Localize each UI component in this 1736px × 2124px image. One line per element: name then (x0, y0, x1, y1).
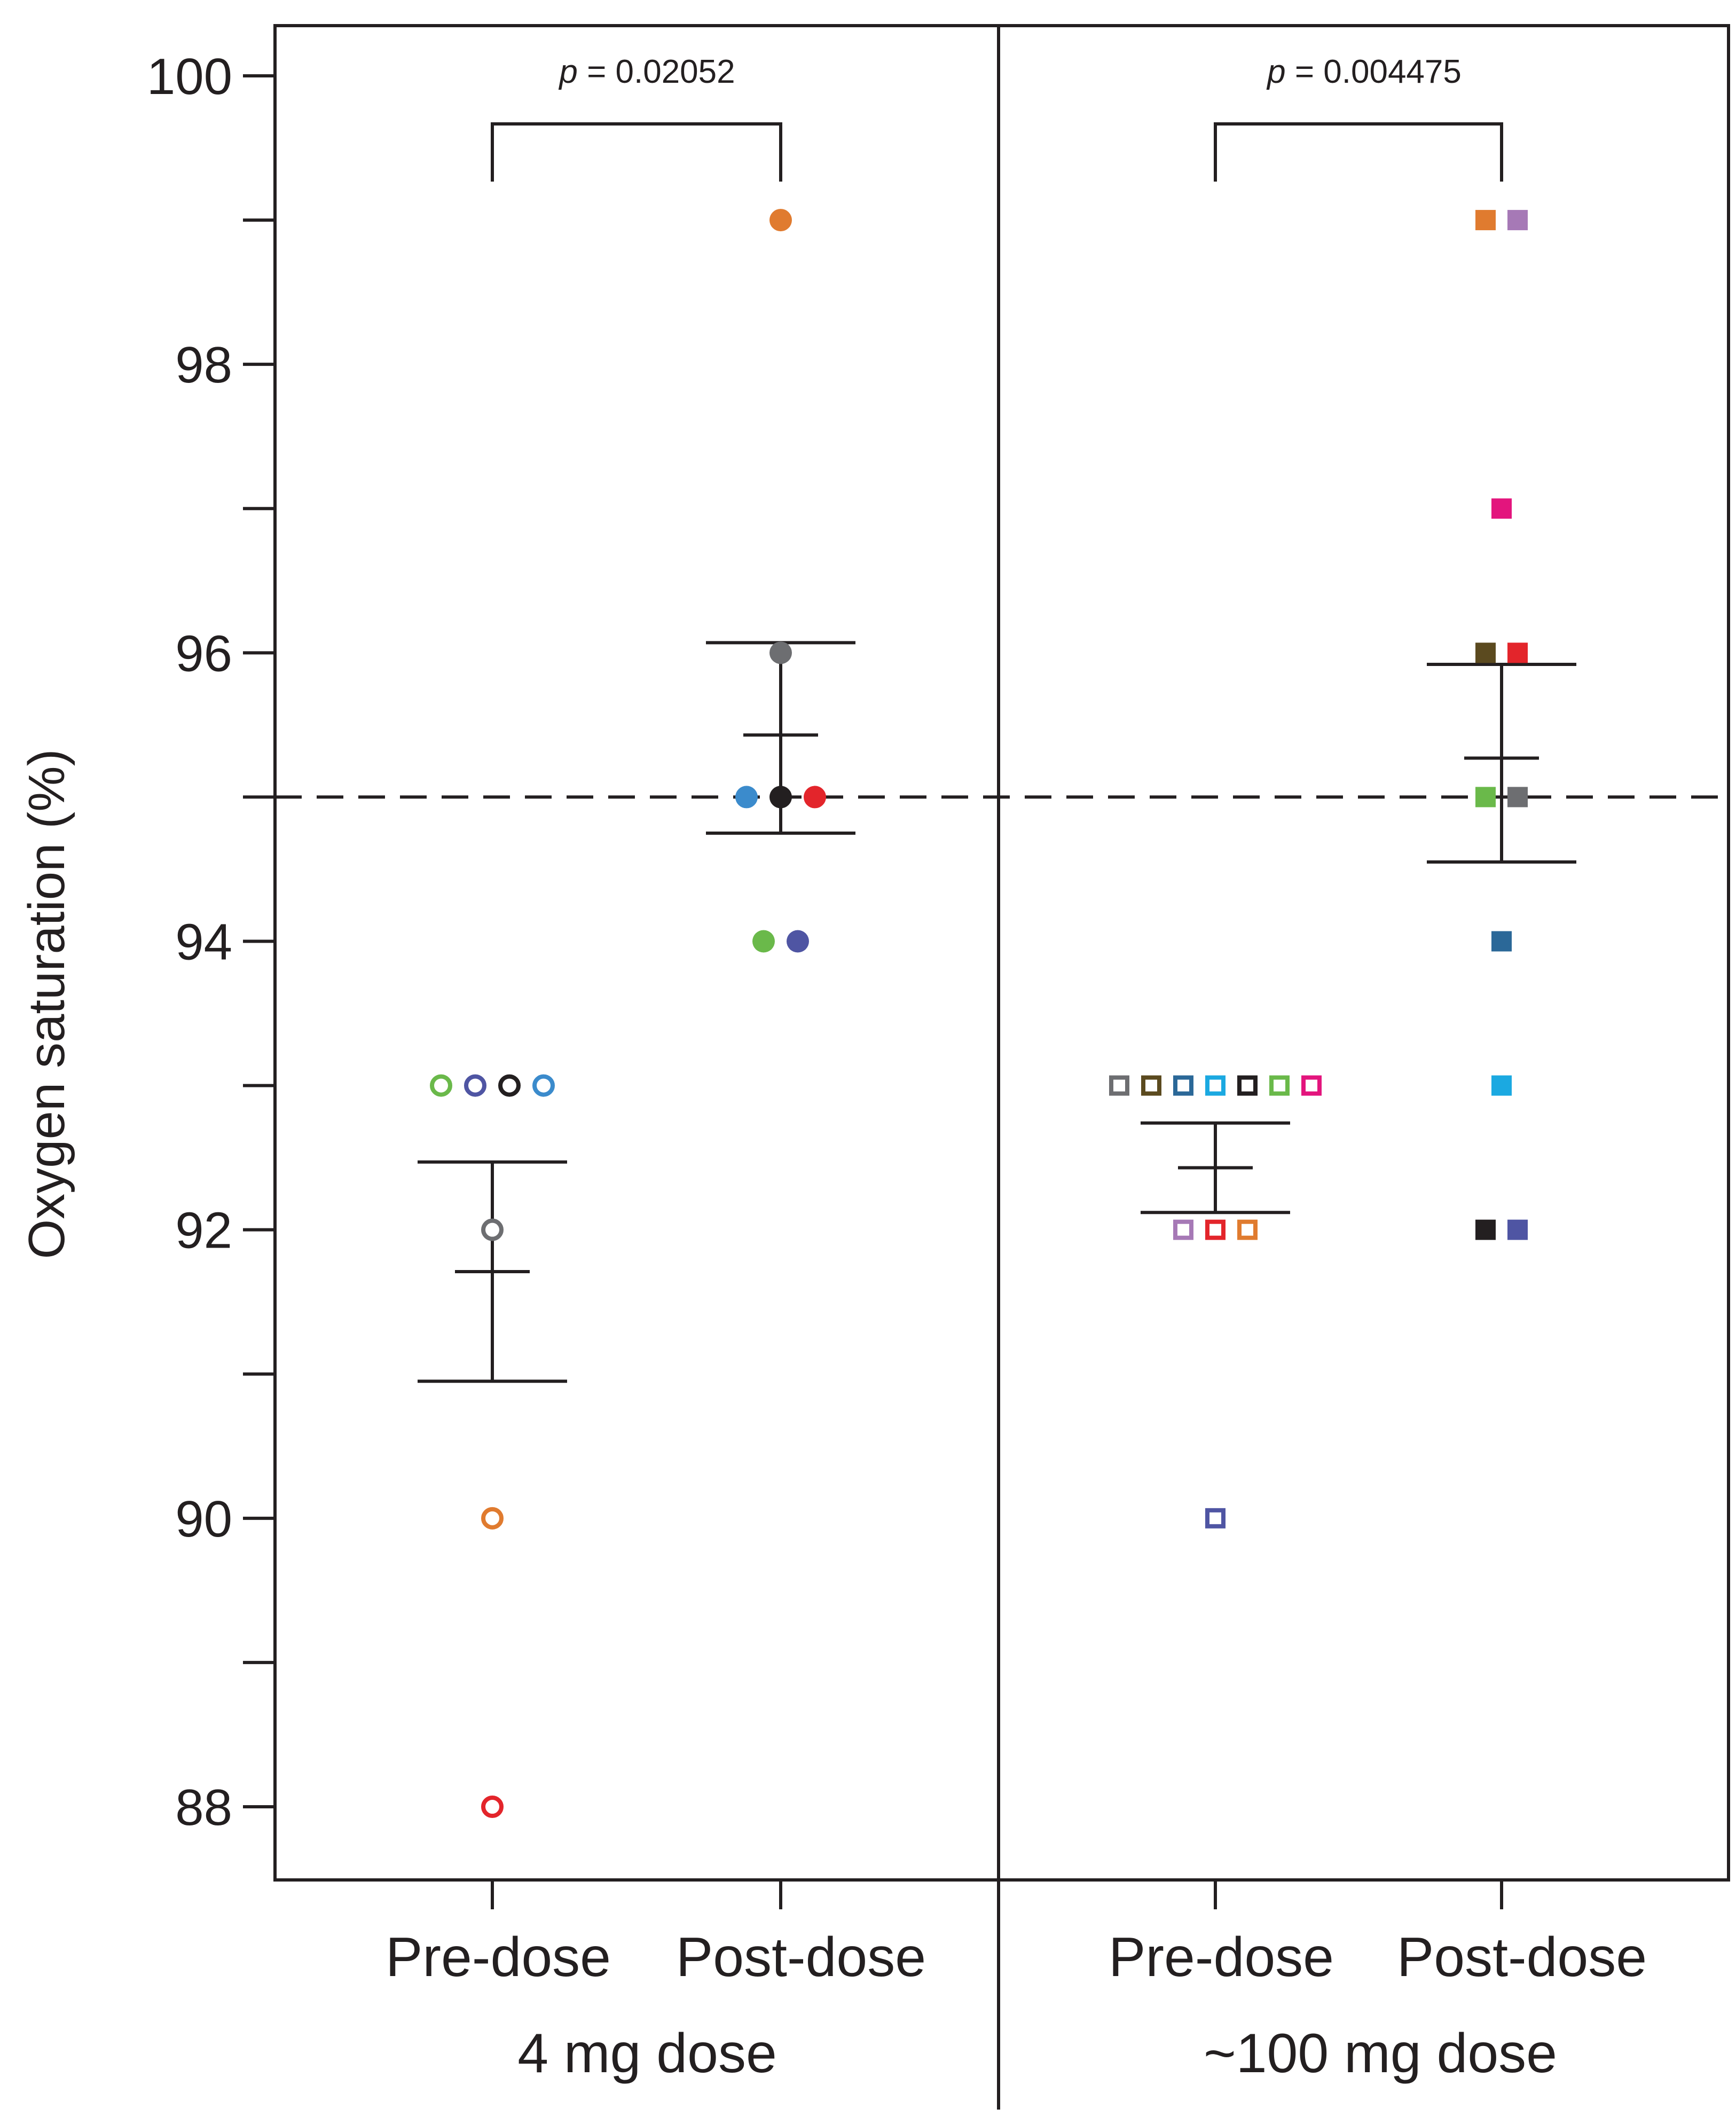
data-point (430, 1074, 452, 1097)
data-point (481, 1507, 504, 1530)
p-value-symbol: p (1266, 53, 1285, 90)
data-point (1475, 210, 1496, 231)
plot-border (273, 24, 1730, 1882)
data-point (787, 930, 809, 953)
y-tick-label: 96 (175, 625, 232, 682)
data-marks (418, 122, 1576, 1818)
p-value-4mg: p = 0.02052 (558, 53, 735, 90)
y-tick-label: 100 (147, 48, 232, 105)
significance-bracket (491, 122, 782, 182)
group-label-100mg: ~100 mg dose (1204, 2023, 1557, 2084)
data-point (1205, 1219, 1226, 1240)
y-tick-label: 88 (175, 1779, 232, 1836)
data-point (1269, 1075, 1290, 1096)
data-point (1507, 1219, 1528, 1240)
data-point (804, 786, 826, 809)
y-tick-label: 90 (175, 1491, 232, 1548)
data-point (481, 1796, 504, 1818)
data-point (1205, 1508, 1226, 1529)
y-axis: 88 90 92 94 96 98 100 (147, 48, 1503, 1909)
data-point (1237, 1219, 1258, 1240)
data-point (1491, 498, 1512, 519)
y-tick-label: 98 (175, 336, 232, 394)
data-point (1141, 1075, 1161, 1096)
data-point (735, 786, 758, 809)
data-point (1507, 787, 1528, 808)
category-label-post-4mg: Post-dose (676, 1926, 926, 1988)
p-value-symbol: p (558, 53, 577, 90)
data-point (532, 1074, 555, 1097)
p-value-text: = 0.02052 (578, 53, 735, 90)
data-point (1173, 1075, 1193, 1096)
data-point (752, 930, 775, 953)
data-point (769, 786, 792, 809)
category-label-pre-100mg: Pre-dose (1109, 1926, 1334, 1988)
data-point (1475, 1219, 1496, 1240)
data-point (1475, 787, 1496, 808)
data-point (481, 1218, 504, 1241)
category-label-post-100mg: Post-dose (1397, 1926, 1647, 1988)
p-value-100mg: p = 0.004475 (1266, 53, 1462, 90)
data-point (464, 1074, 486, 1097)
data-point (1205, 1075, 1226, 1096)
data-point (1491, 931, 1512, 952)
data-point (498, 1074, 521, 1097)
category-label-pre-4mg: Pre-dose (386, 1926, 611, 1988)
data-point (1173, 1219, 1193, 1240)
data-point (769, 641, 792, 664)
significance-bracket (1214, 122, 1503, 182)
data-point (1301, 1075, 1322, 1096)
data-point (1507, 210, 1528, 231)
y-tick-label: 92 (175, 1202, 232, 1259)
data-point (1475, 642, 1496, 663)
y-axis-label: Oxygen saturation (%) (18, 749, 75, 1259)
y-tick-label: 94 (175, 914, 232, 971)
data-point (769, 209, 792, 232)
data-point (1237, 1075, 1258, 1096)
p-value-text: = 0.004475 (1286, 53, 1462, 90)
data-point (1507, 642, 1528, 663)
data-point (1109, 1075, 1129, 1096)
group-label-4mg: 4 mg dose (517, 2023, 777, 2084)
data-point (1491, 1075, 1512, 1096)
